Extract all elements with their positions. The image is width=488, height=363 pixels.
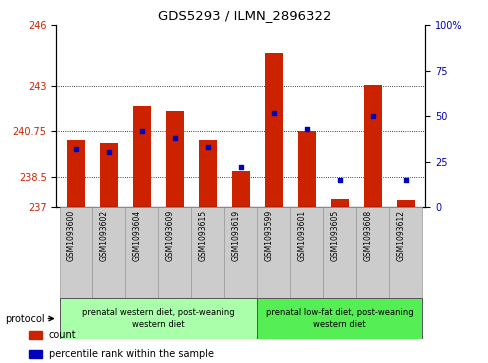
Text: GSM1093615: GSM1093615 xyxy=(199,209,207,261)
Point xyxy=(105,150,113,155)
Text: GSM1093605: GSM1093605 xyxy=(330,209,339,261)
Text: prenatal low-fat diet, post-weaning
western diet: prenatal low-fat diet, post-weaning west… xyxy=(265,309,413,329)
FancyBboxPatch shape xyxy=(92,207,125,298)
Bar xyxy=(297,131,315,207)
Point xyxy=(302,126,310,132)
Point xyxy=(368,113,376,119)
FancyBboxPatch shape xyxy=(60,298,257,339)
Bar xyxy=(199,140,217,207)
FancyBboxPatch shape xyxy=(224,207,257,298)
Text: GSM1093602: GSM1093602 xyxy=(100,209,109,261)
Text: GSM1093619: GSM1093619 xyxy=(231,209,240,261)
FancyBboxPatch shape xyxy=(257,207,290,298)
Point xyxy=(401,177,409,183)
Point xyxy=(236,164,244,170)
Point xyxy=(138,128,145,134)
Text: GSM1093599: GSM1093599 xyxy=(264,209,273,261)
Bar xyxy=(29,350,41,358)
FancyBboxPatch shape xyxy=(257,298,421,339)
Text: percentile rank within the sample: percentile rank within the sample xyxy=(49,348,213,359)
FancyBboxPatch shape xyxy=(290,207,323,298)
Bar xyxy=(165,111,183,207)
FancyBboxPatch shape xyxy=(191,207,224,298)
Bar xyxy=(231,171,249,207)
FancyBboxPatch shape xyxy=(355,207,388,298)
Point xyxy=(203,144,211,150)
Point xyxy=(269,110,277,115)
Bar xyxy=(100,143,118,207)
Point xyxy=(335,177,343,183)
FancyBboxPatch shape xyxy=(158,207,191,298)
Bar xyxy=(133,106,151,207)
Bar xyxy=(264,53,282,207)
Text: prenatal western diet, post-weaning
western diet: prenatal western diet, post-weaning west… xyxy=(82,309,234,329)
Bar xyxy=(29,331,41,339)
FancyBboxPatch shape xyxy=(60,207,92,298)
Bar xyxy=(396,200,414,207)
Text: GDS5293 / ILMN_2896322: GDS5293 / ILMN_2896322 xyxy=(158,9,330,22)
Text: GSM1093601: GSM1093601 xyxy=(297,209,306,261)
Bar xyxy=(363,85,381,207)
Text: GSM1093608: GSM1093608 xyxy=(363,209,372,261)
Text: protocol: protocol xyxy=(5,314,44,323)
Point xyxy=(72,146,80,152)
FancyBboxPatch shape xyxy=(125,207,158,298)
Text: GSM1093609: GSM1093609 xyxy=(165,209,175,261)
Bar xyxy=(330,199,348,207)
Text: GSM1093604: GSM1093604 xyxy=(133,209,142,261)
FancyBboxPatch shape xyxy=(388,207,421,298)
Text: GSM1093600: GSM1093600 xyxy=(67,209,76,261)
Point xyxy=(171,135,179,141)
Bar xyxy=(67,140,85,207)
FancyBboxPatch shape xyxy=(323,207,355,298)
Text: GSM1093612: GSM1093612 xyxy=(396,209,405,261)
Text: count: count xyxy=(49,330,76,340)
